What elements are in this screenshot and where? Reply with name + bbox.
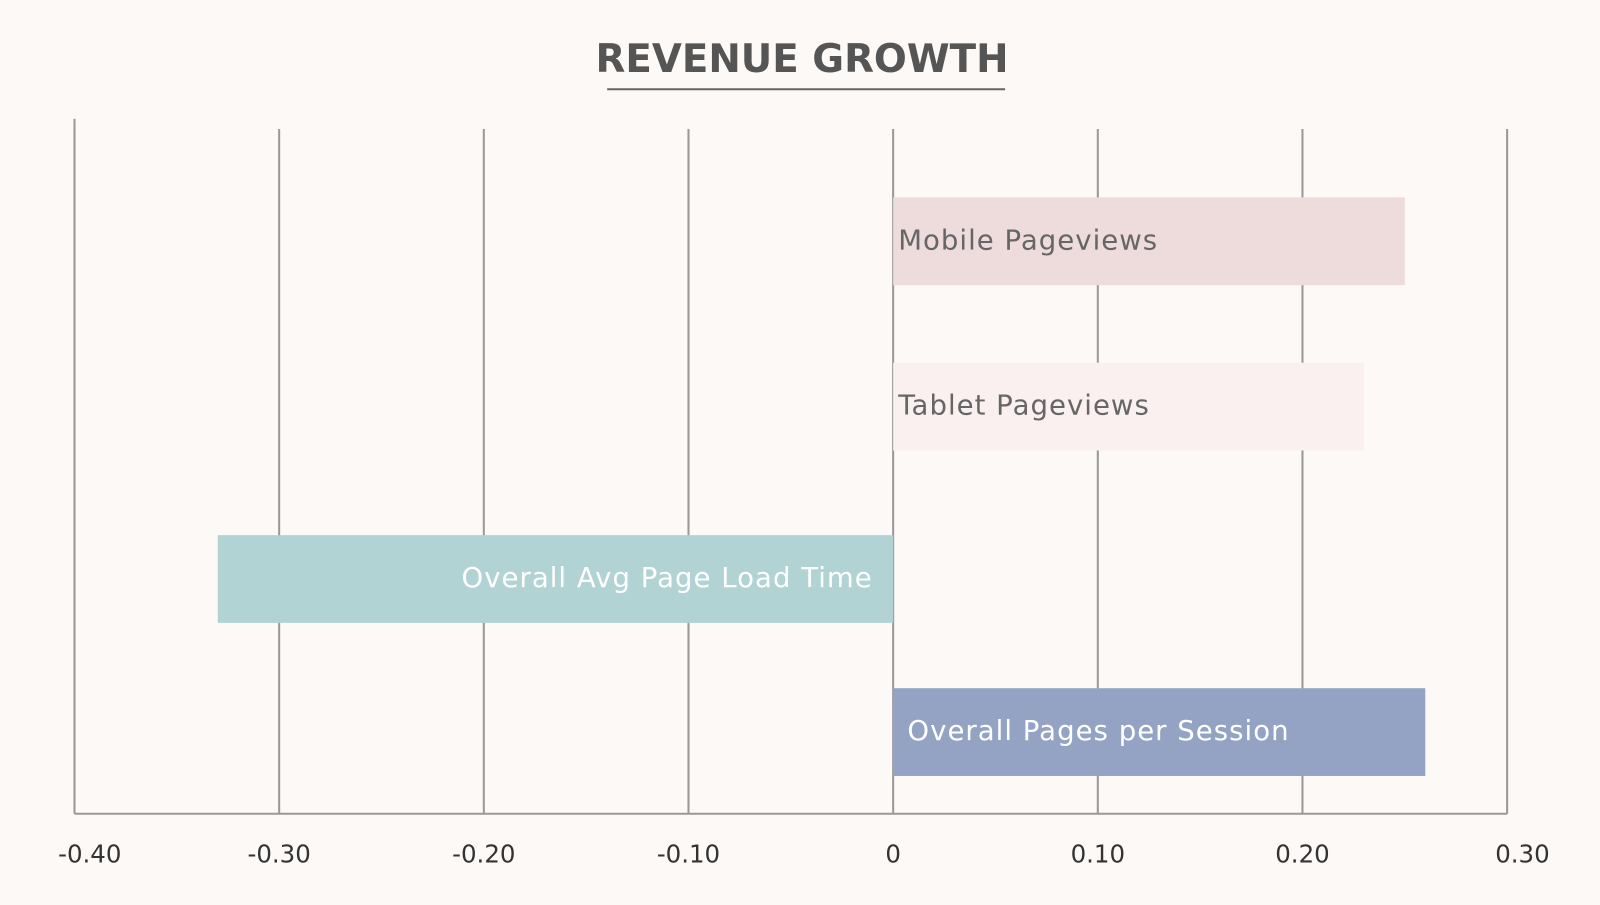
bar-label: Mobile Pageviews <box>898 224 1158 256</box>
bar-label: Tablet Pageviews <box>897 390 1150 422</box>
x-tick-label: -0.40 <box>58 840 121 869</box>
x-tick-label: 0 <box>885 840 901 869</box>
x-tick-label: -0.10 <box>657 840 720 869</box>
bar <box>893 197 1405 286</box>
x-tick-label: -0.30 <box>247 840 310 869</box>
bar <box>217 535 894 623</box>
bar-label: Overall Pages per Session <box>907 715 1289 747</box>
x-tick-label: -0.20 <box>452 840 515 869</box>
x-tick-label: 0.10 <box>1071 840 1125 869</box>
bar <box>893 362 1364 451</box>
bar <box>893 688 1426 776</box>
bar-label: Overall Avg Page Load Time <box>462 562 873 594</box>
x-tick-label: 0.20 <box>1275 840 1329 869</box>
chart-title: REVENUE GROWTH <box>596 37 1009 82</box>
x-tick-label: 0.30 <box>1495 840 1549 869</box>
